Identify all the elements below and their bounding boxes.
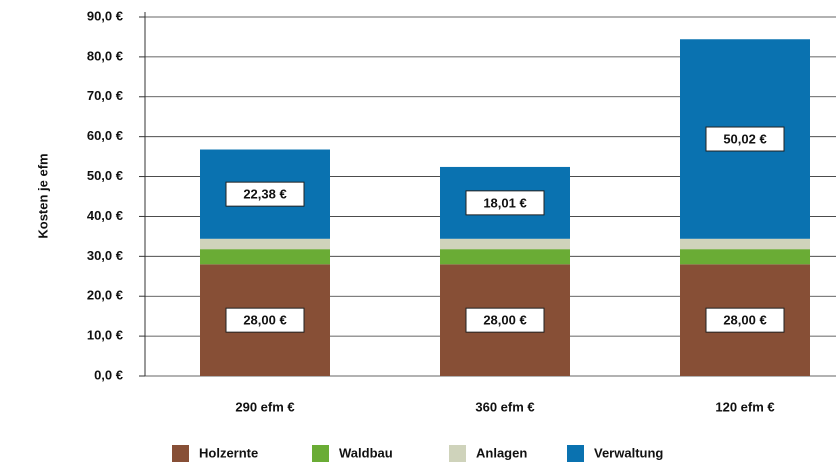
x-tick-label: 360 efm € (475, 399, 534, 414)
y-tick-label: 30,0 € (87, 248, 123, 263)
bar-segment (440, 238, 570, 250)
y-tick-label: 80,0 € (87, 48, 123, 63)
y-tick-label: 0,0 € (94, 367, 123, 382)
data-label: 22,38 € (243, 187, 286, 202)
legend-label: Verwaltung (594, 445, 663, 460)
bar-segment (440, 249, 570, 265)
legend-label: Waldbau (339, 445, 393, 460)
legend-swatch (312, 445, 329, 462)
x-tick-label: 120 efm € (715, 399, 774, 414)
bar-segment (680, 249, 810, 265)
data-label-box (225, 307, 305, 333)
data-label-box (705, 307, 785, 333)
data-label: 28,00 € (483, 313, 526, 328)
y-tick-label: 20,0 € (87, 288, 123, 303)
data-label-box (705, 126, 785, 152)
data-label-box (465, 190, 545, 216)
data-label: 18,01 € (483, 195, 526, 210)
data-label: 28,00 € (243, 313, 286, 328)
y-tick-label: 10,0 € (87, 328, 123, 343)
y-tick-label: 50,0 € (87, 168, 123, 183)
legend-swatch (172, 445, 189, 462)
bar-segment (200, 249, 330, 265)
data-label: 28,00 € (723, 313, 766, 328)
legend-label: Holzernte (199, 445, 258, 460)
x-tick-label: 290 efm € (235, 399, 294, 414)
y-tick-label: 40,0 € (87, 208, 123, 223)
legend-swatch (449, 445, 466, 462)
y-tick-label: 60,0 € (87, 128, 123, 143)
bar-segment (200, 238, 330, 250)
bar-segment (680, 238, 810, 250)
y-axis-label: Kosten je efm (35, 153, 50, 238)
legend-label: Anlagen (476, 445, 527, 460)
y-tick-label: 90,0 € (87, 8, 123, 23)
data-label: 50,02 € (723, 131, 766, 146)
legend-swatch (567, 445, 584, 462)
data-label-box (225, 181, 305, 207)
data-label-box (465, 307, 545, 333)
y-tick-label: 70,0 € (87, 88, 123, 103)
